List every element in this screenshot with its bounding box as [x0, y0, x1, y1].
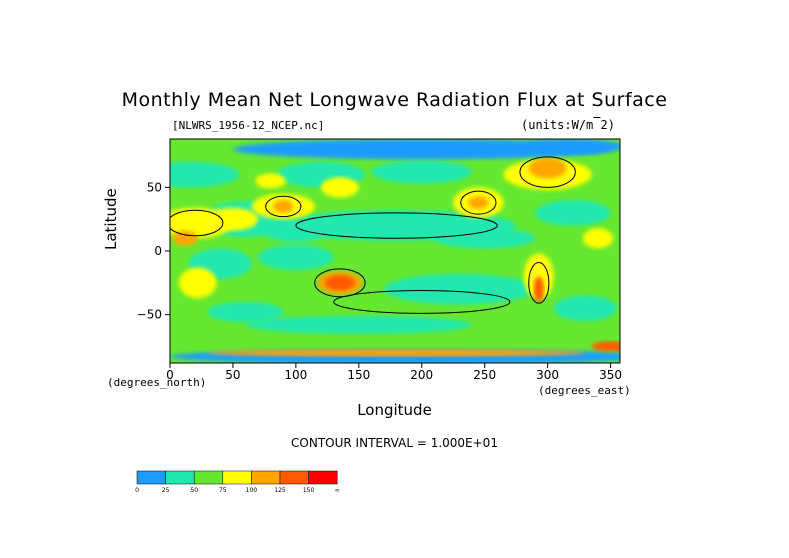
contour-line — [519, 156, 576, 188]
y-axis-label: Latitude — [102, 188, 120, 250]
colorbar-label: 0 — [135, 487, 139, 494]
x-axis-unit: (degrees_north) — [107, 376, 207, 389]
field-patch — [172, 230, 198, 246]
y-tick-label: 50 — [147, 180, 162, 194]
chart-title: Monthly Mean Net Longwave Radiation Flux… — [121, 89, 668, 111]
colorbar-label: 75 — [219, 487, 227, 494]
field-patch — [591, 341, 620, 352]
colorbar-swatch — [193, 470, 224, 485]
heatmap-field — [170, 139, 620, 363]
field-patch — [170, 161, 240, 188]
field-patch — [468, 196, 489, 210]
y-axis-unit: (degrees_east) — [538, 384, 631, 397]
x-tick-label: 200 — [410, 368, 433, 382]
field-patch — [383, 273, 536, 305]
field-patch — [178, 267, 217, 299]
x-axis-label: Longitude — [357, 401, 432, 419]
dataset-filename: [NLWRS_1956-12_NCEP.nc] — [172, 119, 325, 132]
field-patch — [232, 139, 611, 160]
y-tick-label: −50 — [137, 308, 162, 322]
contour-line — [170, 209, 224, 237]
colorbar-label: 100 — [246, 487, 258, 494]
field-patch — [523, 253, 554, 300]
field-patch — [528, 158, 567, 179]
colorbar-swatch — [251, 470, 281, 485]
field-patch — [553, 295, 617, 322]
field-patch — [522, 139, 620, 155]
field-patch — [533, 276, 544, 302]
contour-line — [528, 261, 550, 304]
colorbar-label: 50 — [190, 487, 198, 494]
field-patch — [434, 228, 536, 249]
contour-line — [265, 195, 302, 218]
field-patch — [264, 221, 328, 243]
colorbar-label: 25 — [162, 487, 170, 494]
field-patch — [207, 207, 259, 231]
field-patch — [258, 244, 334, 271]
y-tick-label: 0 — [154, 244, 162, 258]
colorbar-swatch — [222, 470, 252, 485]
x-tick-label: 350 — [599, 368, 622, 382]
colorbar-swatch — [136, 470, 166, 485]
field-patch — [321, 177, 359, 198]
contour-line — [460, 190, 497, 215]
colorbar-swatch — [279, 470, 309, 485]
field-patch — [255, 173, 286, 189]
x-tick-label: 50 — [225, 368, 240, 382]
field-patch — [273, 200, 294, 213]
contour-line — [333, 289, 511, 314]
units-label: (units:W/m 2) — [521, 118, 615, 132]
x-tick-label: 300 — [536, 368, 559, 382]
field-patch — [245, 315, 473, 334]
colorbar-label: 125 — [274, 487, 286, 494]
x-tick-label: 0 — [166, 368, 174, 382]
x-tick-label: 250 — [473, 368, 496, 382]
colorbar-swatch — [308, 470, 338, 485]
x-tick-label: 150 — [347, 368, 370, 382]
field-patch — [324, 275, 356, 291]
field-patch — [582, 228, 614, 249]
x-tick-label: 100 — [284, 368, 307, 382]
field-patch — [371, 160, 473, 184]
contour-line — [295, 212, 498, 239]
colorbar-label: ∞ — [335, 487, 340, 494]
field-patch — [535, 200, 611, 226]
contour-interval: CONTOUR INTERVAL = 1.000E+01 — [291, 436, 498, 450]
contour-line — [314, 268, 366, 298]
colorbar-swatch — [165, 470, 195, 485]
field-patch — [207, 301, 284, 323]
colorbar-label: 150 — [303, 487, 315, 494]
field-patch — [207, 349, 586, 357]
